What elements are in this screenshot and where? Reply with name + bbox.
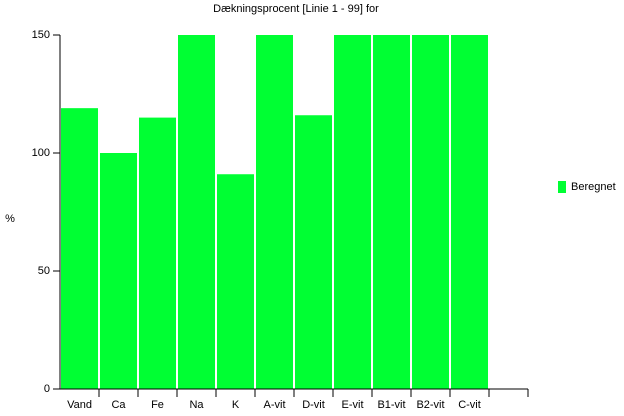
- bar: [139, 117, 176, 389]
- x-tick-label: Fe: [151, 399, 164, 411]
- bar: [334, 35, 371, 389]
- bar: [256, 35, 293, 389]
- x-tick-label: E-vit: [342, 399, 364, 411]
- x-tick-label: K: [232, 399, 240, 411]
- bar: [451, 35, 488, 389]
- y-tick-label: 100: [32, 147, 50, 159]
- x-tick-label: D-vit: [302, 399, 325, 411]
- x-tick-label: C-vit: [458, 399, 481, 411]
- bar: [295, 115, 332, 390]
- bar: [61, 108, 98, 389]
- y-tick-label: 150: [32, 29, 50, 41]
- y-axis-label: %: [5, 213, 15, 225]
- legend-label: Beregnet: [571, 181, 616, 193]
- y-tick-label: 0: [44, 383, 50, 395]
- chart-title: Dækningsprocent [Linie 1 - 99] for: [213, 3, 379, 15]
- bar: [178, 35, 215, 389]
- legend-swatch: [558, 181, 566, 193]
- x-tick-label: B1-vit: [377, 399, 405, 411]
- bar: [100, 153, 137, 389]
- bar: [412, 35, 449, 389]
- x-tick-label: Vand: [67, 399, 92, 411]
- bar: [373, 35, 410, 389]
- x-tick-label: A-vit: [264, 399, 286, 411]
- bar: [217, 174, 254, 389]
- y-tick-label: 50: [38, 265, 50, 277]
- x-tick-label: Ca: [111, 399, 126, 411]
- x-tick-label: B2-vit: [416, 399, 444, 411]
- x-tick-label: Na: [189, 399, 204, 411]
